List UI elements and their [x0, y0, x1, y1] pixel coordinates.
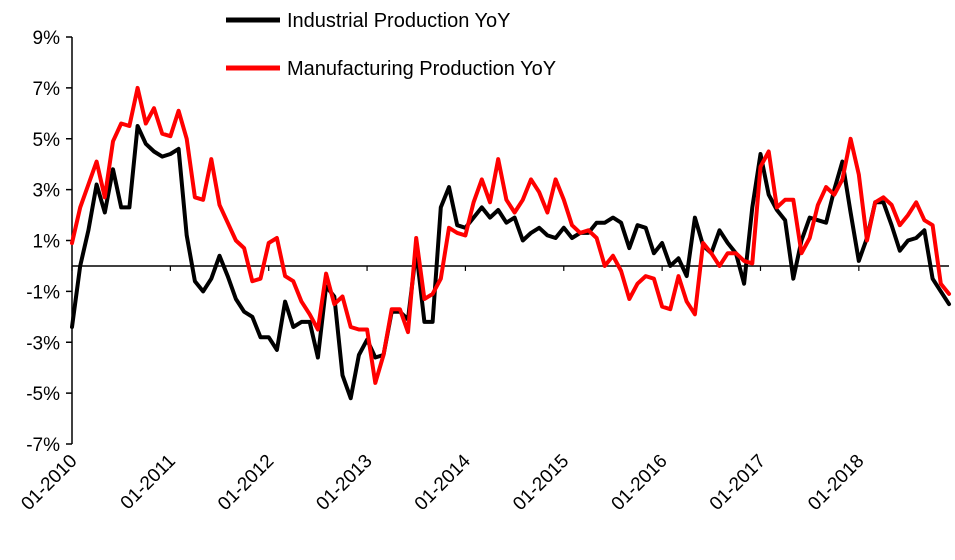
y-tick-label: 9%	[33, 28, 61, 49]
x-tick-label: 01-2015	[509, 451, 573, 515]
x-tick-label: 01-2013	[312, 451, 376, 515]
y-tick-label: 5%	[33, 130, 61, 151]
x-tick-label: 01-2010	[17, 451, 81, 515]
y-axis-tick-labels: 9% 7% 5% 3% 1% -1% -3% -5% -7%	[26, 28, 60, 456]
y-tick-label: -1%	[26, 282, 60, 303]
axes	[66, 36, 949, 445]
y-tick-label: 3%	[33, 181, 61, 202]
x-axis-tick-labels: 01-2010 01-2011 01-2012 01-2013 01-2014 01-20…	[17, 450, 868, 514]
x-tick-label: 01-2014	[411, 450, 475, 514]
legend: Industrial Production YoY Manufacturing …	[226, 10, 556, 80]
x-tick-label: 01-2016	[608, 451, 672, 515]
series-line-industrial	[70, 124, 951, 401]
legend-label-manufacturing: Manufacturing Production YoY	[287, 58, 556, 80]
x-tick-label: 01-2012	[214, 451, 278, 515]
y-tick-label: -7%	[26, 435, 60, 456]
y-tick-label: -5%	[26, 384, 60, 405]
x-tick-label: 01-2011	[117, 451, 180, 514]
x-tick-label: 01-2017	[706, 451, 770, 515]
legend-label-industrial: Industrial Production YoY	[287, 10, 511, 32]
y-tick-label: 7%	[33, 79, 61, 100]
y-tick-label: -3%	[26, 333, 60, 354]
series-lines	[70, 85, 951, 401]
y-tick-label: 1%	[33, 232, 61, 253]
x-tick-label: 01-2018	[804, 451, 868, 515]
series-line-manufacturing	[70, 85, 951, 385]
